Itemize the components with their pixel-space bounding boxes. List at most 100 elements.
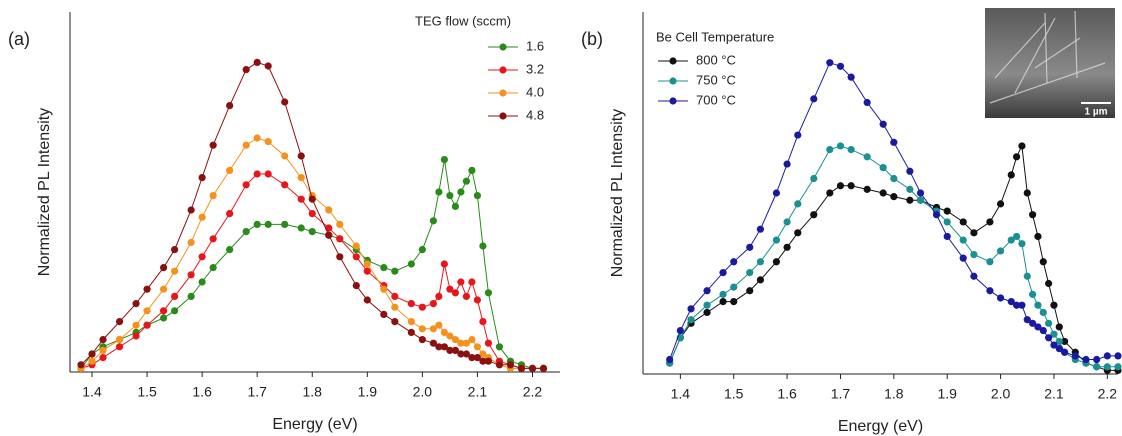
data-point [143, 307, 151, 315]
data-point [1114, 352, 1122, 360]
data-point [473, 354, 482, 362]
data-point [209, 235, 217, 243]
data-point [297, 224, 305, 232]
data-point [1034, 301, 1042, 309]
data-point [297, 174, 305, 182]
data-point [407, 260, 415, 268]
data-point [943, 232, 951, 241]
data-point [380, 264, 388, 272]
data-point [352, 242, 360, 250]
data-point [1071, 352, 1079, 360]
data-point [943, 218, 951, 226]
data-point [457, 188, 465, 196]
data-point [198, 213, 206, 221]
data-point [730, 298, 738, 306]
data-point [446, 192, 454, 200]
data-point [451, 289, 459, 297]
data-point [1061, 348, 1069, 356]
data-point [836, 142, 845, 150]
data-point [1018, 301, 1026, 309]
data-point [77, 361, 85, 369]
data-point [879, 189, 887, 197]
data-point [1029, 319, 1037, 327]
data-point [906, 167, 914, 175]
inset-texture [1074, 10, 1078, 79]
data-point [959, 218, 967, 226]
data-point [1093, 363, 1101, 371]
x-tick-label: 1.6 [777, 386, 797, 402]
data-point [462, 350, 471, 358]
data-point [440, 156, 448, 164]
data-point [484, 289, 493, 297]
data-point [281, 152, 289, 160]
data-point [281, 181, 289, 189]
data-point [1093, 355, 1101, 364]
x-axis-label: Energy (eV) [838, 418, 923, 435]
x-tick-label: 2.0 [413, 384, 433, 400]
data-point [435, 188, 443, 196]
data-point [1007, 298, 1015, 306]
data-point [391, 318, 399, 326]
data-point [1055, 337, 1063, 346]
data-point [352, 253, 360, 261]
x-tick-label: 1.8 [884, 386, 904, 402]
inset-texture [989, 62, 1106, 104]
x-tick-label: 1.9 [937, 386, 957, 402]
data-point [468, 278, 476, 286]
data-point [242, 181, 250, 189]
data-point [143, 321, 151, 329]
data-point [209, 141, 217, 149]
data-point [407, 318, 415, 326]
data-point [772, 258, 781, 266]
data-point [794, 131, 802, 139]
data-point [1012, 232, 1021, 241]
data-point [906, 185, 914, 193]
scale-bar-label: 1 µm [1085, 107, 1108, 118]
data-point [666, 355, 674, 364]
data-point [959, 254, 967, 262]
data-point [198, 253, 206, 261]
data-point [810, 174, 818, 183]
data-point [810, 211, 818, 219]
data-point [916, 196, 925, 204]
data-point [468, 166, 476, 174]
data-point [264, 138, 272, 146]
data-point [1082, 355, 1090, 364]
data-point [297, 152, 305, 160]
data-point [473, 296, 482, 304]
data-point [446, 332, 454, 340]
x-tick-label: 2.2 [1098, 386, 1118, 402]
data-point [783, 218, 791, 226]
data-point [1007, 236, 1015, 244]
data-point [783, 243, 791, 251]
data-point [363, 267, 371, 275]
data-point [1055, 345, 1063, 353]
data-point [826, 189, 834, 197]
data-point [756, 225, 765, 233]
data-point [676, 326, 684, 335]
data-point [539, 364, 548, 372]
data-point [253, 220, 261, 228]
data-point [418, 336, 426, 344]
legend-marker [669, 77, 677, 85]
data-point [187, 238, 195, 246]
data-point [863, 153, 871, 161]
legend-marker [669, 57, 677, 65]
data-point [1050, 341, 1058, 349]
data-point [440, 328, 448, 336]
data-point [242, 141, 250, 149]
data-point [730, 258, 738, 266]
x-tick-label: 2.1 [1044, 386, 1064, 402]
data-point [703, 301, 711, 309]
data-point [391, 267, 399, 275]
legend-marker [499, 66, 507, 74]
data-point [132, 321, 140, 329]
data-point [407, 300, 415, 308]
data-point [1061, 337, 1069, 346]
data-point [171, 307, 179, 315]
data-point [325, 231, 333, 239]
data-point [159, 307, 168, 315]
data-point [440, 260, 448, 268]
data-point [446, 346, 454, 354]
data-point [457, 350, 465, 358]
